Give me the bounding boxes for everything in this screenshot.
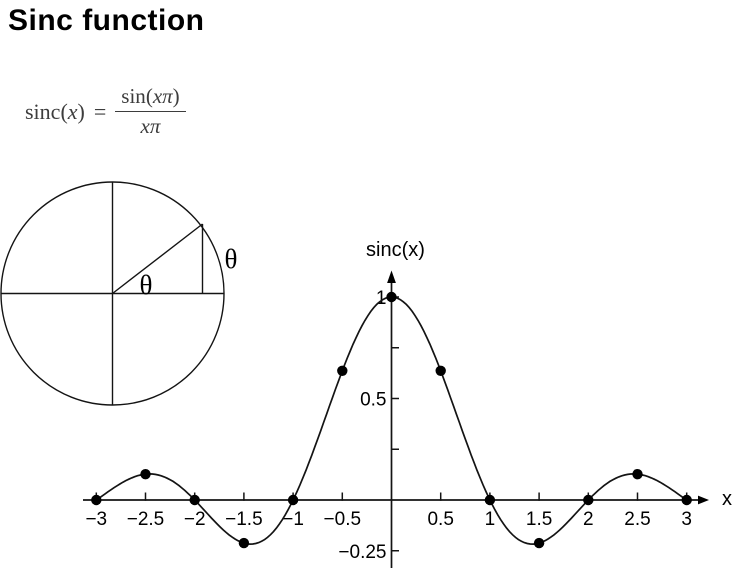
x-axis-arrow-icon	[698, 495, 709, 505]
formula-numerator: sin(xπ)	[115, 84, 186, 112]
unit-circle-figure: θ θ	[0, 181, 238, 406]
x-tick-label: −1.5	[225, 509, 263, 530]
data-point	[238, 537, 250, 549]
y-tick-label: 0.5	[360, 390, 386, 411]
data-point	[189, 494, 200, 506]
sinc-formula: sinc(x) = sin(xπ) xπ	[25, 84, 186, 139]
formula-fn: sinc	[25, 98, 61, 124]
data-point	[287, 494, 299, 506]
page-title: Sinc function	[8, 4, 205, 37]
data-point	[583, 494, 594, 506]
x-tick-label: 1	[485, 509, 496, 530]
formula-lhs: sinc(x)	[25, 99, 85, 125]
outer-angle-theta-label: θ	[225, 244, 238, 274]
data-point	[484, 494, 496, 506]
x-tick-label: 1.5	[526, 509, 552, 530]
x-tick-label: −2.5	[127, 509, 165, 530]
formula-fraction: sin(xπ) xπ	[115, 84, 186, 139]
data-point	[140, 468, 151, 480]
formula-paren: (	[145, 84, 153, 108]
formula-paren: )	[172, 84, 180, 108]
circle-radius-line	[112, 223, 203, 295]
data-point	[435, 365, 446, 376]
data-point	[337, 365, 348, 376]
formula-paren: (	[60, 98, 68, 124]
formula-arg: x	[67, 98, 78, 124]
inner-angle-theta-label: θ	[140, 270, 153, 300]
x-tick-label: 3	[681, 509, 692, 530]
data-point	[681, 494, 692, 506]
data-point	[91, 494, 102, 506]
y-tick-label: −0.25	[338, 542, 386, 563]
y-axis-arrow-icon	[387, 270, 396, 283]
formula-num-fn: sin	[121, 84, 146, 108]
x-tick-label: −1	[282, 509, 304, 530]
formula-num-arg: xπ	[152, 84, 173, 108]
x-tick-label: −0.5	[324, 509, 362, 530]
x-tick-label: 0.5	[427, 509, 453, 530]
x-tick-label: 2	[583, 509, 594, 530]
data-point	[386, 291, 397, 303]
formula-paren: )	[77, 98, 85, 124]
data-point	[533, 537, 545, 549]
formula-denominator: xπ	[140, 114, 161, 138]
sinc-plot: −3 −2.5 −2 −1.5 −1 −0.5 0.5 1 1.5 2 2.5 3 1 0.5 −0.25	[83, 270, 709, 568]
x-tick-label: −3	[85, 509, 107, 530]
data-point	[632, 468, 643, 480]
y-axis-title: sinc(x)	[366, 239, 425, 261]
x-axis-title: x	[722, 488, 732, 510]
x-tick-label: −2	[184, 509, 206, 530]
y-tick-label: 1	[376, 288, 387, 309]
x-tick-label: 2.5	[624, 509, 650, 530]
formula-equals: =	[93, 98, 107, 124]
